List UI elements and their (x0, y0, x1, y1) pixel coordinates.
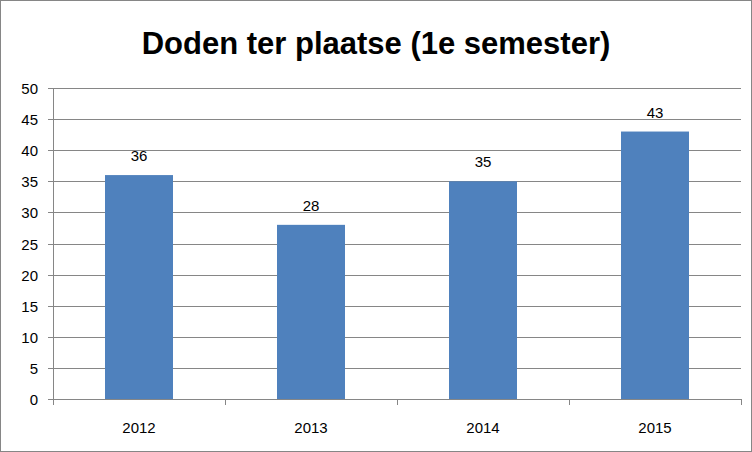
chart-title: Doden ter plaatse (1e semester) (142, 26, 611, 61)
y-tick (48, 306, 53, 307)
y-tick (48, 88, 53, 89)
y-tick (48, 399, 53, 400)
x-tick-label: 2013 (294, 419, 327, 436)
bar (277, 225, 345, 399)
y-tick-label: 0 (30, 391, 38, 408)
x-tick-label: 2015 (638, 419, 671, 436)
y-tick-label: 45 (21, 111, 38, 128)
y-tick (48, 181, 53, 182)
data-label: 35 (475, 153, 492, 170)
y-tick (48, 368, 53, 369)
y-tick-label: 35 (21, 173, 38, 190)
y-tick-label: 5 (30, 360, 38, 377)
x-tick (397, 399, 398, 405)
y-tick (48, 275, 53, 276)
x-tick (569, 399, 570, 405)
y-tick (48, 337, 53, 338)
y-tick-label: 50 (21, 80, 38, 97)
bar (449, 181, 517, 399)
grid-line (53, 88, 741, 89)
data-label: 43 (647, 104, 664, 121)
y-tick (48, 244, 53, 245)
grid-line (53, 119, 741, 120)
chart-frame (1, 1, 752, 452)
bar (621, 132, 689, 399)
y-tick-label: 20 (21, 267, 38, 284)
bars (105, 132, 689, 399)
y-tick (48, 119, 53, 120)
y-tick-label: 30 (21, 204, 38, 221)
x-tick (741, 399, 742, 405)
y-tick (48, 212, 53, 213)
bar (105, 175, 173, 399)
x-tick (225, 399, 226, 405)
y-tick-label: 40 (21, 142, 38, 159)
data-label: 28 (303, 197, 320, 214)
y-tick (48, 150, 53, 151)
chart-container: Doden ter plaatse (1e semester) 0 5 10 15 20 2… (0, 0, 752, 452)
y-tick-label: 25 (21, 236, 38, 253)
y-axis-line (53, 88, 54, 399)
x-tick-label: 2014 (466, 419, 499, 436)
data-label: 36 (131, 147, 148, 164)
y-tick-label: 15 (21, 298, 38, 315)
y-tick-label: 10 (21, 329, 38, 346)
x-tick (53, 399, 54, 405)
x-tick-label: 2012 (122, 419, 155, 436)
chart-svg: Doden ter plaatse (1e semester) 0 5 10 15 20 2… (0, 0, 752, 452)
